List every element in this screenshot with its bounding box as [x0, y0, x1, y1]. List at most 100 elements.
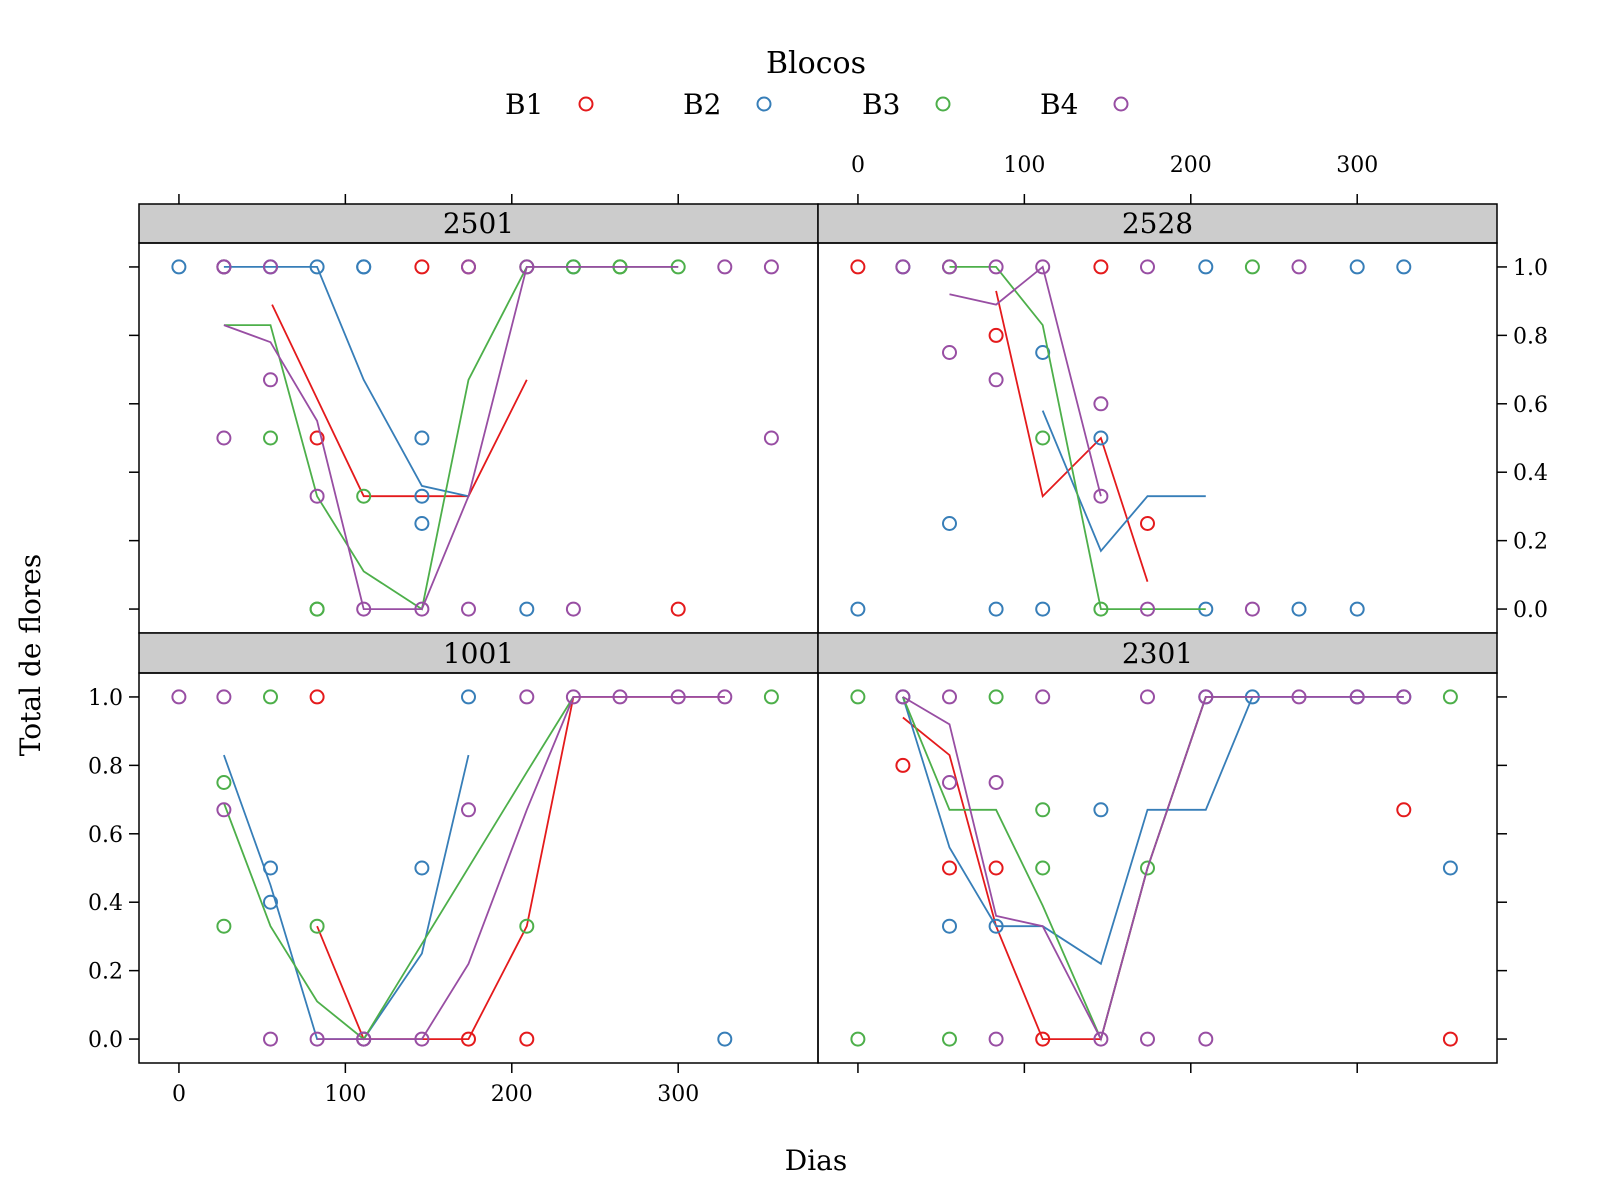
- data-point-b3: [1244, 259, 1260, 275]
- x-tick-label: 100: [324, 1082, 366, 1107]
- y-tick-label: 0.6: [1513, 393, 1548, 418]
- data-point-b4: [216, 430, 232, 446]
- data-point-b3: [763, 689, 779, 705]
- y-tick-label: 1.0: [1513, 256, 1548, 281]
- data-point-b4: [1093, 488, 1109, 504]
- data-point-b4: [414, 601, 430, 617]
- data-point-b2: [519, 601, 535, 617]
- data-point-b4: [1396, 689, 1412, 705]
- data-point-b1: [1035, 1031, 1051, 1047]
- data-point-b3: [309, 601, 325, 617]
- x-tick-label: 0: [851, 153, 865, 178]
- data-point-b1: [309, 430, 325, 446]
- data-point-b4: [263, 259, 278, 275]
- data-point-b1: [988, 860, 1004, 876]
- data-point-b4: [1291, 259, 1307, 275]
- data-point-b1: [1396, 802, 1412, 818]
- data-point-b3: [1442, 689, 1458, 705]
- series-line-b4: [223, 265, 679, 610]
- data-point-b1: [519, 1031, 535, 1047]
- data-point-b4: [216, 689, 232, 705]
- data-point-b2: [1035, 601, 1051, 617]
- data-point-b2: [717, 1031, 733, 1047]
- data-point-b4: [1093, 396, 1109, 412]
- data-point-b4: [1291, 689, 1307, 705]
- data-point-b4: [461, 802, 476, 818]
- data-point-b2: [988, 601, 1004, 617]
- y-tick-label: 0.0: [1513, 598, 1548, 623]
- legend-label-b1: B1: [505, 88, 543, 121]
- data-point-b2: [850, 601, 866, 617]
- series-line-b4: [317, 696, 725, 1040]
- panel-frame: [138, 242, 819, 634]
- data-point-b2: [942, 516, 957, 531]
- y-tick-label: 0.0: [88, 1028, 123, 1053]
- data-point-b4: [942, 345, 957, 360]
- data-point-b4: [263, 372, 278, 388]
- legend: Blocos B1 B2 B3 B4: [505, 46, 1129, 121]
- strip-label: 2301: [1122, 637, 1193, 670]
- data-point-b2: [1349, 601, 1365, 617]
- legend-marker-b2: [756, 96, 772, 112]
- data-point-b3: [519, 918, 535, 934]
- data-point-b4: [988, 775, 1004, 790]
- series-line-b3: [223, 265, 679, 611]
- series-line-b2: [223, 265, 469, 498]
- data-point-b1: [309, 689, 325, 705]
- x-tick-label: 0: [172, 1082, 186, 1107]
- data-point-b3: [850, 1031, 866, 1047]
- data-point-b4: [942, 689, 957, 705]
- data-point-b2: [171, 259, 187, 275]
- y-axis-title: Total de flores: [14, 554, 47, 756]
- data-point-b2: [1349, 259, 1365, 275]
- x-tick-label: 300: [1336, 153, 1378, 178]
- data-point-b4: [1093, 1031, 1109, 1047]
- data-point-b4: [763, 259, 779, 275]
- strip-label: 2501: [443, 207, 514, 240]
- data-point-b2: [263, 860, 278, 876]
- data-point-b3: [942, 1031, 957, 1047]
- strip-label: 1001: [443, 637, 514, 670]
- data-point-b3: [1035, 430, 1051, 446]
- data-point-b3: [988, 689, 1004, 705]
- y-tick-label: 0.8: [88, 754, 123, 779]
- data-point-b4: [763, 430, 779, 446]
- data-point-b4: [171, 689, 187, 705]
- data-point-b4: [309, 1031, 325, 1047]
- panel-frame: [138, 672, 819, 1064]
- data-point-b4: [1035, 689, 1051, 705]
- data-point-b1: [1442, 1031, 1458, 1047]
- data-point-b3: [1093, 601, 1109, 617]
- data-point-b2: [1396, 259, 1412, 275]
- data-point-b2: [414, 488, 430, 504]
- y-tick-label: 0.4: [1513, 461, 1548, 486]
- data-point-b4: [1140, 689, 1155, 705]
- data-point-b4: [414, 1031, 430, 1047]
- data-point-b2: [461, 689, 476, 705]
- data-point-b1: [850, 259, 866, 275]
- data-point-b2: [1093, 430, 1109, 446]
- data-point-b3: [356, 488, 372, 504]
- series-line-b3: [223, 696, 575, 1041]
- data-point-b4: [942, 259, 957, 275]
- data-point-b2: [1291, 601, 1307, 617]
- strip-label: 2528: [1122, 207, 1193, 240]
- legend-label-b4: B4: [1040, 88, 1078, 121]
- data-point-b4: [895, 259, 911, 275]
- data-point-b4: [1140, 601, 1155, 617]
- strip-background: [138, 203, 819, 244]
- data-point-b2: [414, 860, 430, 876]
- legend-marker-b1: [578, 96, 594, 112]
- data-point-b3: [850, 689, 866, 705]
- panel-1001: 1001: [138, 632, 819, 1064]
- data-point-b3: [309, 918, 325, 934]
- strip-background: [817, 632, 1498, 674]
- data-point-b2: [1198, 259, 1214, 275]
- data-point-b4: [612, 689, 628, 705]
- legend-marker-b4: [1113, 96, 1129, 112]
- data-point-b4: [216, 802, 232, 818]
- panel-2301: 2301: [817, 632, 1498, 1064]
- data-point-b1: [670, 601, 686, 617]
- y-tick-label: 0.2: [88, 960, 123, 985]
- series-line-b2: [1041, 410, 1206, 553]
